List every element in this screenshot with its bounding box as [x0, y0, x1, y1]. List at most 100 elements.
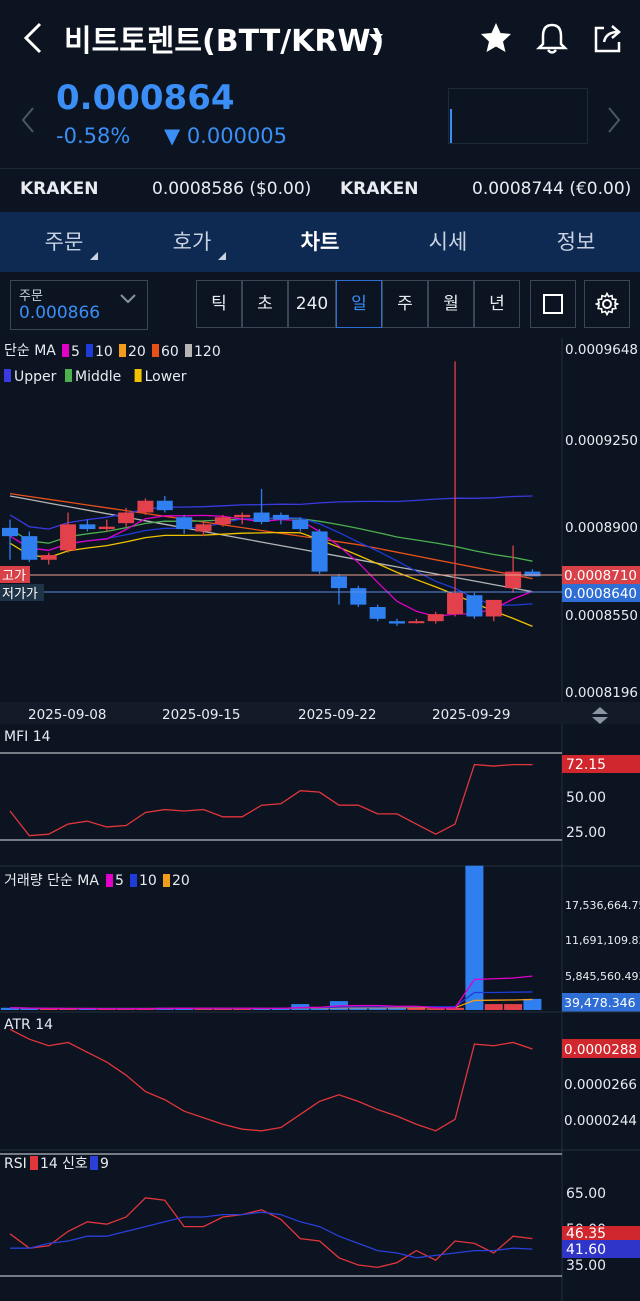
page-title[interactable]: 비트토렌트(BTT/KRW) — [64, 24, 385, 59]
square-icon — [543, 294, 563, 314]
mfi-axis-tick: 50.00 — [566, 790, 606, 806]
date-axis-band — [0, 702, 640, 724]
bb-swatch — [65, 369, 72, 382]
candle-body — [447, 592, 464, 615]
mfi-label: MFI 14 — [4, 729, 51, 745]
candle-body — [272, 514, 289, 520]
timeframe-week[interactable]: 주 — [382, 280, 428, 328]
candle-body — [98, 526, 115, 530]
rsi-signal-value: 41.60 — [566, 1242, 606, 1258]
exchange-prices: KRAKEN 0.0008586 ($0.00) KRAKEN 0.000874… — [0, 168, 640, 212]
volume-axis-tick: 11,691,109.836 — [565, 934, 640, 947]
candle-body — [466, 595, 483, 617]
volume-ma-period: 5 — [115, 873, 124, 889]
volume-axis-tick: 5,845,560.493 — [565, 970, 640, 983]
timeframe-tick[interactable]: 틱 — [196, 280, 242, 328]
candle-body — [369, 607, 386, 619]
bb-label: Middle — [75, 369, 121, 385]
bb-upper-line — [9, 495, 533, 530]
candle-body — [350, 588, 367, 605]
ma-legend: 5 10 20 60 120 — [62, 344, 221, 360]
candle-body — [311, 531, 328, 572]
candle-body — [21, 536, 38, 560]
chart-canvas[interactable]: 단순 MA 5 10 20 60 120 Upper Middle Lower 0.0009… — [0, 338, 640, 1301]
ma-period: 10 — [95, 344, 113, 360]
tab-orderbook[interactable]: 호가 — [128, 226, 256, 260]
timeframe-year[interactable]: 년 — [474, 280, 520, 328]
caret-down-icon[interactable] — [368, 32, 384, 44]
high-tag-bg — [0, 566, 30, 583]
volume-bar — [484, 1004, 503, 1010]
volume-ma5-line — [9, 975, 533, 1010]
volume-axis-tick: 17,536,664.755 — [565, 899, 640, 912]
candle-body — [214, 517, 231, 525]
rsi-line — [9, 1197, 533, 1269]
price-axis-tick: 0.0008550 — [565, 608, 638, 624]
candle-body — [389, 621, 405, 624]
ma120-line — [9, 495, 533, 593]
candles — [2, 361, 541, 626]
volume-ma-period: 20 — [172, 873, 190, 889]
tab-label: 차트 — [300, 230, 340, 254]
change-amount: ▼ 0.000005 — [164, 124, 288, 148]
candle-body — [2, 527, 18, 537]
mini-chart-line — [450, 109, 452, 143]
tab-chart[interactable]: 차트 — [256, 226, 384, 256]
tab-label: 주문 — [44, 230, 84, 254]
chevron-left-icon[interactable] — [18, 18, 48, 58]
share-icon[interactable] — [590, 20, 626, 56]
ma-period: 60 — [161, 344, 179, 360]
star-icon[interactable] — [478, 20, 514, 56]
ma-legend-label: 단순 MA — [4, 343, 56, 359]
high-price-value: 0.0008710 — [564, 568, 637, 584]
volume-bar — [426, 1008, 445, 1010]
bb-label: Upper — [14, 369, 57, 385]
exchange-name: KRAKEN — [340, 179, 419, 199]
atr-value-tag — [562, 1039, 640, 1058]
tab-order[interactable]: 주문 — [0, 226, 128, 260]
menu-corner-icon — [90, 252, 98, 260]
rsi-signal-period: 9 — [100, 1156, 109, 1172]
candle-body — [40, 555, 57, 560]
rsi-axis-tick: 35.00 — [566, 1258, 606, 1274]
fullscreen-button[interactable] — [530, 280, 576, 328]
candle-body — [176, 517, 193, 530]
timeframe-month[interactable]: 월 — [428, 280, 474, 328]
timeframe-second[interactable]: 초 — [242, 280, 288, 328]
rsi-axis-tick: 65.00 — [566, 1186, 606, 1202]
chart-toolbar: 주문 0.000866 틱 초 240분 일 주 월 년 — [0, 272, 640, 360]
tab-info[interactable]: 정보 — [512, 226, 640, 256]
high-price-tag — [562, 566, 640, 584]
settings-button[interactable] — [584, 280, 630, 328]
price-axis-tick: 0.0009648 — [565, 342, 638, 358]
timeframe-240min[interactable]: 240분 — [288, 280, 336, 360]
timeframe-day[interactable]: 일 — [336, 280, 382, 328]
candle-body — [330, 576, 347, 589]
pane-resize-icon[interactable] — [592, 707, 608, 724]
volume-ma-lines — [9, 975, 533, 1010]
order-value: 0.000866 — [19, 303, 101, 323]
top-bar: 비트토렌트(BTT/KRW) — [0, 0, 640, 78]
order-price-select[interactable]: 주문 0.000866 — [10, 280, 148, 330]
date-tick: 2025-09-29 — [432, 707, 510, 723]
volume-bar — [310, 1007, 329, 1010]
price-axis-tick: 0.0009250 — [565, 433, 638, 449]
rsi-signal-value-tag — [562, 1240, 640, 1258]
indicator-lines — [9, 492, 533, 628]
ma-period: 20 — [128, 344, 146, 360]
volume-ma-swatch — [106, 874, 113, 887]
date-tick: 2025-09-22 — [298, 707, 376, 723]
bb-swatch — [134, 369, 142, 382]
tab-quotes[interactable]: 시세 — [384, 226, 512, 256]
high-label: 고가 — [2, 569, 26, 584]
bollinger-legend: Upper Middle Lower — [4, 369, 187, 385]
rsi-signal-label: 신호 — [62, 1156, 88, 1172]
low-label: 저가가 — [2, 587, 38, 602]
bell-icon[interactable] — [534, 20, 570, 56]
volume-ma-legend: 5 10 20 — [106, 873, 190, 889]
mfi-value: 72.15 — [566, 757, 606, 773]
prev-chevron-icon[interactable] — [20, 106, 36, 134]
next-chevron-icon[interactable] — [606, 106, 622, 134]
rsi-label: RSI — [4, 1156, 27, 1172]
